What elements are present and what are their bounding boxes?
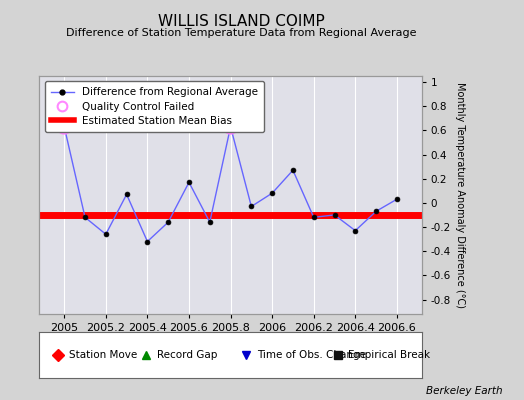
Legend: Difference from Regional Average, Quality Control Failed, Estimated Station Mean: Difference from Regional Average, Qualit… <box>45 81 264 132</box>
Text: Station Move: Station Move <box>69 350 137 360</box>
Point <box>60 124 69 130</box>
Text: Berkeley Earth: Berkeley Earth <box>427 386 503 396</box>
Text: Record Gap: Record Gap <box>157 350 217 360</box>
Text: Time of Obs. Change: Time of Obs. Change <box>257 350 366 360</box>
Text: Empirical Break: Empirical Break <box>348 350 431 360</box>
Text: Difference of Station Temperature Data from Regional Average: Difference of Station Temperature Data f… <box>66 28 416 38</box>
Text: WILLIS ISLAND COIMP: WILLIS ISLAND COIMP <box>158 14 324 29</box>
Y-axis label: Monthly Temperature Anomaly Difference (°C): Monthly Temperature Anomaly Difference (… <box>455 82 465 308</box>
Point <box>226 124 235 130</box>
